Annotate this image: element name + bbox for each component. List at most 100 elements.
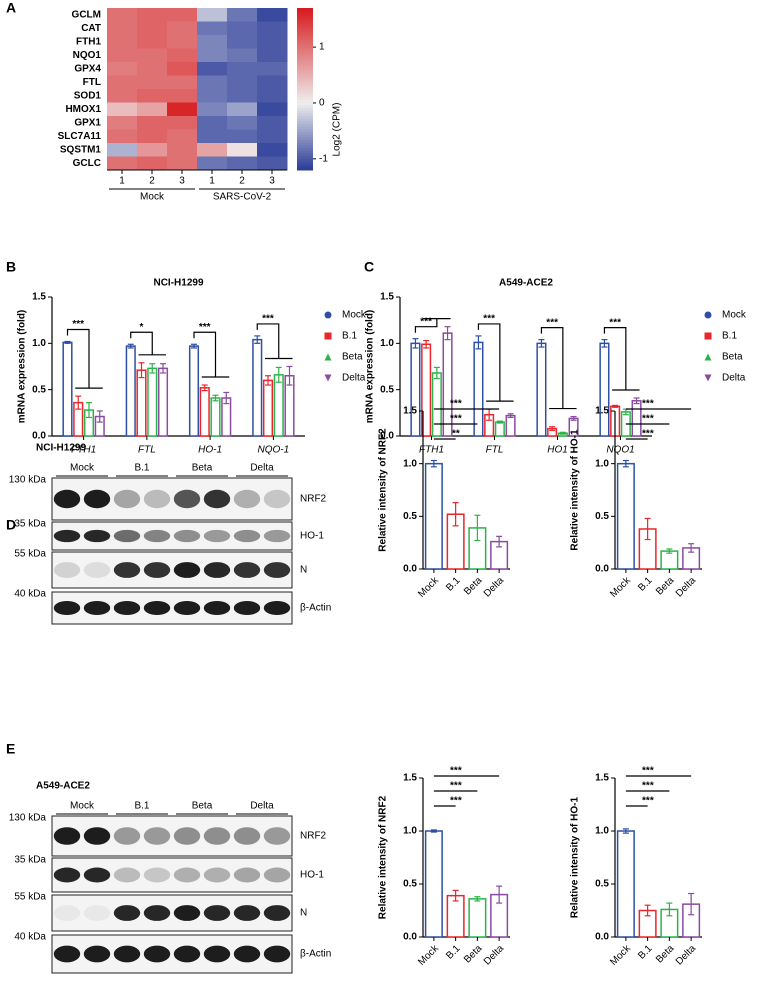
y-tick-label: 0.0 — [595, 932, 609, 943]
bar — [62, 341, 73, 437]
x-tick-label: NQO1 — [606, 445, 634, 456]
blot-protein: NRF2 — [300, 831, 327, 842]
colorbar-slice — [297, 113, 313, 117]
colorbar-slice — [297, 21, 313, 25]
blot-protein: β-Actin — [300, 949, 331, 960]
x-tick-label: Mock — [416, 575, 441, 600]
colorbar-slice — [297, 8, 313, 12]
significance-bracket — [540, 327, 577, 410]
heatmap-cell — [107, 21, 138, 36]
y-tick-label: 1.5 — [380, 292, 394, 303]
column-label: 2 — [149, 176, 155, 187]
x-tick-label: HO1 — [547, 445, 568, 456]
chart-title: NCI-H1299 — [153, 278, 203, 289]
y-tick-label: 0.5 — [32, 384, 46, 395]
blot-band — [53, 905, 81, 921]
heatmap-cell — [257, 21, 288, 36]
blot-protein: β-Actin — [300, 603, 331, 614]
colorbar-slice — [297, 40, 313, 44]
significance-bracket — [477, 323, 514, 402]
blot-group-label: B.1 — [134, 463, 149, 474]
blot-group-label: Mock — [70, 463, 95, 474]
heatmap-cell — [107, 48, 138, 63]
blot-protein: HO-1 — [300, 531, 324, 542]
blot-band — [173, 945, 201, 963]
colorbar-slice — [297, 129, 313, 133]
significance-bracket — [193, 331, 230, 378]
blot-band — [233, 529, 261, 543]
heatmap-cell — [227, 89, 258, 103]
x-tick-label: B.1 — [444, 943, 463, 962]
blot-band — [173, 867, 201, 883]
y-tick-label: 0.0 — [32, 431, 46, 442]
bar — [424, 462, 443, 570]
y-tick-label: 1.0 — [32, 338, 46, 349]
heatmap-cell — [137, 102, 168, 117]
colorbar-slice — [297, 116, 313, 120]
x-tick-label: FTL — [138, 445, 156, 456]
heatmap-cell — [197, 116, 228, 130]
y-tick-label: 0.0 — [380, 431, 394, 442]
colorbar-slice — [297, 43, 313, 47]
colorbar-slice — [297, 94, 313, 98]
bar — [410, 342, 421, 437]
bar — [147, 367, 158, 437]
heatmap-cell — [107, 35, 138, 49]
colorbar-slice — [297, 18, 313, 22]
heatmap-cell — [107, 102, 138, 117]
heatmap-cell — [227, 35, 258, 49]
y-axis-label: Relative intensity of NRF2 — [378, 428, 389, 552]
blot-marker: 35 kDa — [14, 855, 46, 866]
legend-marker — [324, 332, 332, 340]
legend-label: Mock — [722, 310, 747, 321]
colorbar-slice — [297, 59, 313, 63]
significance-bracket — [414, 318, 451, 333]
colorbar-slice — [297, 56, 313, 60]
y-tick-label: 1.0 — [595, 826, 609, 837]
bar — [616, 462, 635, 570]
colorbar-tick-label: -1 — [319, 153, 328, 164]
heatmap-cell — [107, 62, 138, 76]
heatmap-cell — [197, 48, 228, 63]
blot-band — [53, 600, 81, 616]
x-tick-label: FTH1 — [419, 445, 444, 456]
colorbar-slice — [297, 70, 313, 74]
colorbar-slice — [297, 72, 313, 76]
blot-band — [143, 529, 171, 543]
colorbar-slice — [297, 126, 313, 130]
blot-group-label: Beta — [192, 801, 213, 812]
bar — [536, 342, 547, 437]
bar — [125, 345, 136, 437]
heatmap-cell — [167, 35, 198, 49]
blot-band — [83, 529, 111, 543]
colorbar-slice — [297, 67, 313, 71]
blot-group-label: B.1 — [134, 801, 149, 812]
y-tick-label: 1.0 — [403, 826, 417, 837]
row-label: FTL — [83, 77, 101, 88]
blot-band — [203, 529, 231, 543]
legend-label: Beta — [722, 352, 743, 363]
blot-protein: N — [300, 908, 307, 919]
blot-band — [233, 827, 261, 845]
blot-band — [263, 600, 291, 616]
significance-label: * — [140, 322, 144, 333]
blot-band — [233, 905, 261, 921]
blot-band — [173, 562, 201, 578]
bar — [505, 414, 516, 437]
colorbar-slice — [297, 143, 313, 147]
heatmap-cell — [227, 129, 258, 144]
blot-band — [203, 945, 231, 963]
blot-band — [143, 600, 171, 616]
blot-band — [173, 905, 201, 921]
colorbar-slice — [297, 153, 313, 157]
panel-label: B — [6, 259, 16, 275]
bar — [252, 338, 263, 437]
blot-marker: 35 kDa — [14, 519, 46, 530]
colorbar-slice — [297, 89, 313, 93]
legend-marker — [704, 311, 712, 319]
heatmap-cell — [197, 156, 228, 171]
colorbar-slice — [297, 26, 313, 31]
colorbar-slice — [297, 107, 313, 112]
colorbar-slice — [297, 32, 313, 36]
bar — [210, 397, 221, 437]
